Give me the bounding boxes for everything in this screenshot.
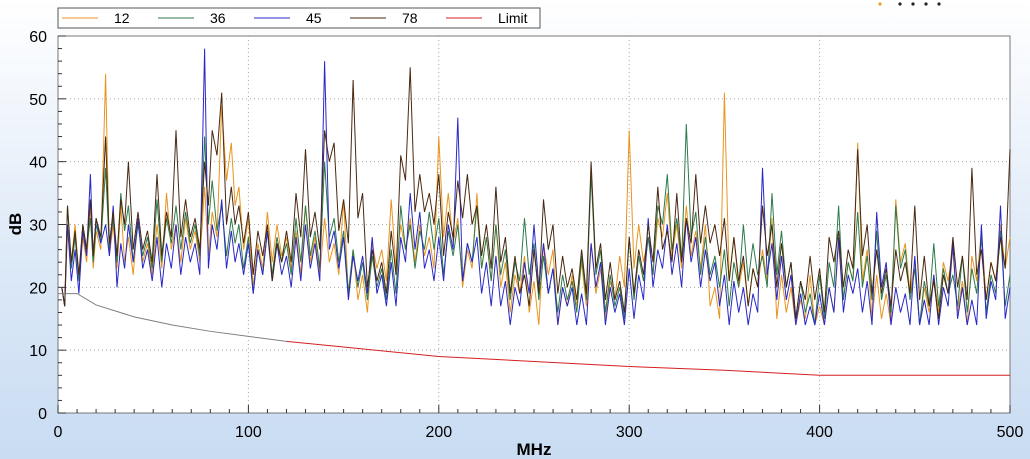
series-line-36 — [61, 123, 1011, 326]
x-axis-title: MHz — [517, 440, 552, 459]
y-tick-label: 60 — [29, 29, 47, 46]
y-tick-label: 20 — [29, 280, 47, 297]
x-tick-label: 300 — [616, 424, 643, 441]
series-layer — [58, 48, 1011, 376]
y-tick-label: 50 — [29, 92, 47, 109]
x-tick-label: 500 — [997, 424, 1024, 441]
x-tick-label: 200 — [425, 424, 452, 441]
legend-label-limit: Limit — [498, 10, 528, 26]
y-tick-label: 10 — [29, 343, 47, 360]
series-line-limit — [286, 340, 1010, 376]
x-tick-label: 0 — [54, 424, 63, 441]
y-tick-label: 30 — [29, 218, 47, 235]
legend-label-36: 36 — [210, 10, 226, 26]
legend-label-45: 45 — [306, 10, 322, 26]
series-line-78 — [61, 67, 1011, 319]
y-tick-label: 40 — [29, 155, 47, 172]
legend-box — [57, 7, 541, 29]
y-tick-labels: 0 10 20 30 40 50 60 — [29, 29, 47, 423]
series-line-limit-start — [58, 293, 287, 342]
series-line-45 — [61, 48, 1011, 326]
legend: 12 36 45 78 Limit — [57, 7, 541, 29]
y-axis-title: dB — [6, 213, 25, 236]
x-tick-labels: 0 100 200 300 400 500 — [54, 424, 1024, 441]
y-tick-label: 0 — [38, 406, 47, 423]
dots-icon — [878, 2, 941, 6]
legend-label-12: 12 — [114, 10, 130, 26]
axis-ticks — [57, 35, 1011, 414]
x-tick-label: 400 — [806, 424, 833, 441]
legend-label-78: 78 — [402, 10, 418, 26]
x-tick-label: 100 — [235, 424, 262, 441]
